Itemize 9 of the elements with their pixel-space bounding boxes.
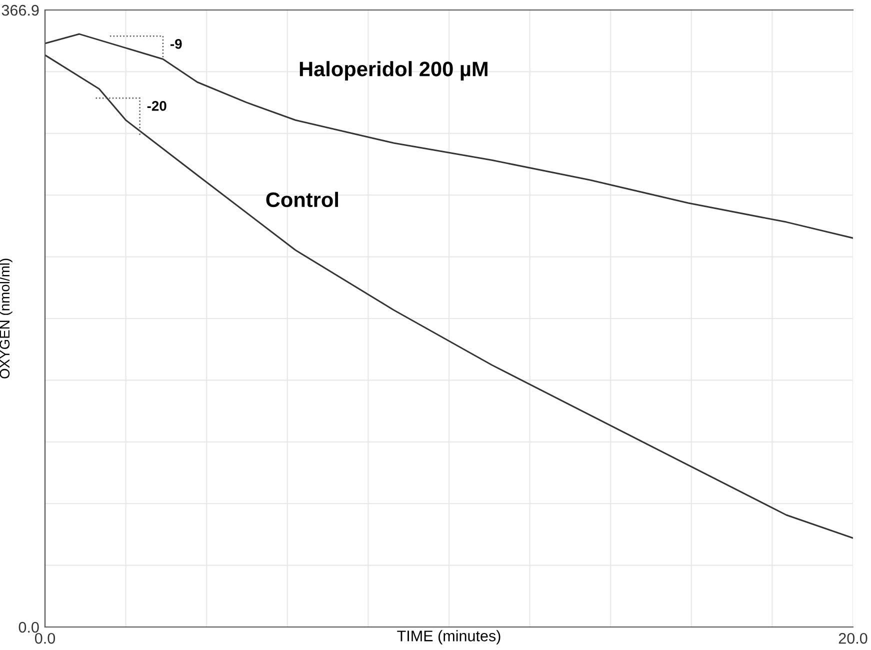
- x-tick-label: 20.0: [838, 632, 868, 644]
- series-label: Control: [266, 192, 338, 208]
- series-label: Haloperidol 200 µM: [300, 61, 488, 81]
- annotation: -20: [147, 101, 166, 111]
- x-axis-title: TIME (minutes): [397, 630, 500, 644]
- annotation: -9: [170, 39, 182, 49]
- line-series: [45, 54, 853, 539]
- line-series: [45, 33, 853, 239]
- y-tick-label: 366.9: [2, 4, 39, 16]
